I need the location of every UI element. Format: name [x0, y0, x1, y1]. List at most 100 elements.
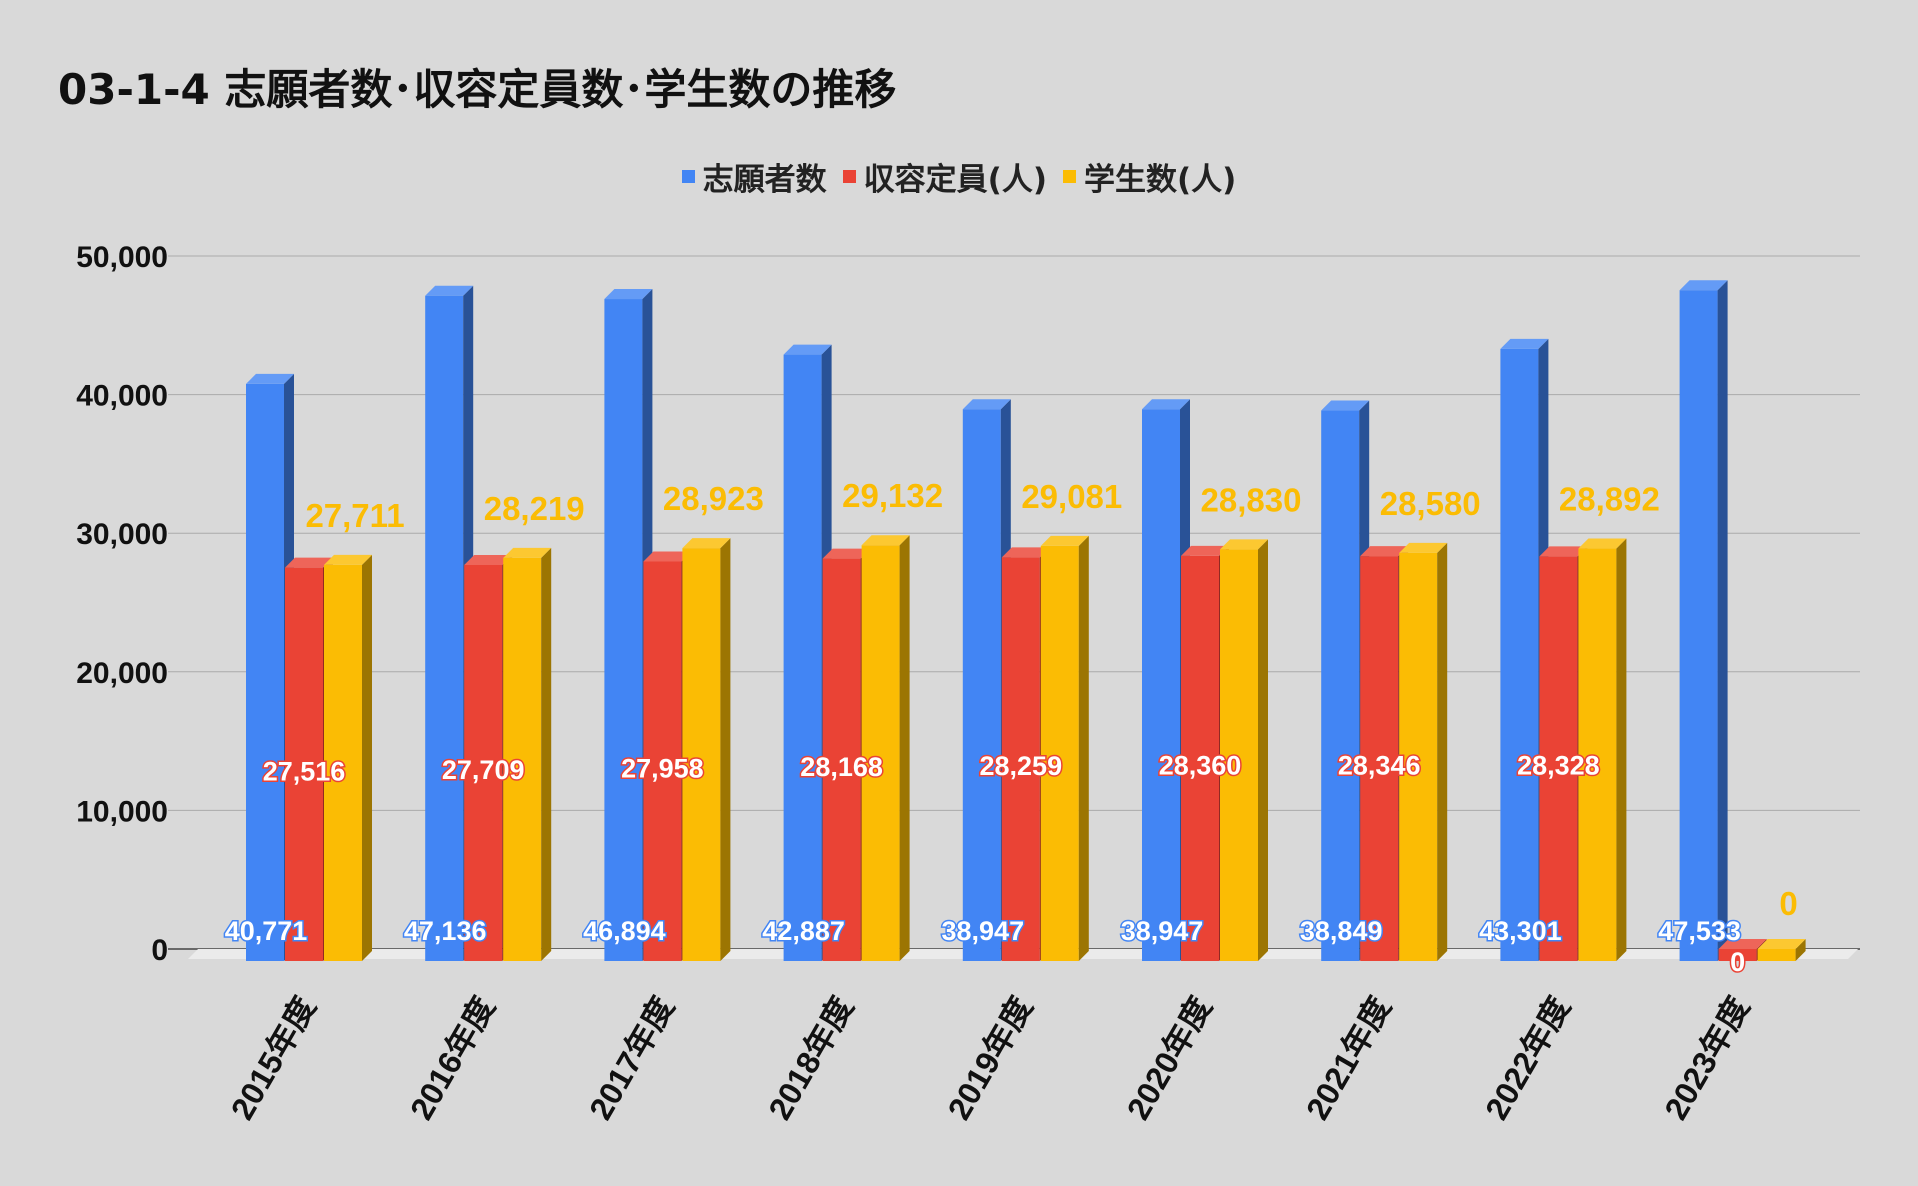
- bar-top: [1718, 939, 1767, 949]
- legend-item-students: 学生数(人): [1063, 154, 1236, 199]
- x-tick-label: 2023年度: [1657, 991, 1756, 1126]
- data-label: 40,771: [225, 916, 308, 946]
- legend: 志願者数 収容定員(人) 学生数(人): [0, 154, 1918, 199]
- bar-side: [541, 547, 552, 961]
- data-label: 28,219: [484, 490, 585, 527]
- bar-top: [643, 551, 692, 562]
- bar: [643, 561, 682, 961]
- bar-top: [1142, 399, 1190, 410]
- legend-swatch-students: [1063, 170, 1076, 183]
- bar-top: [861, 535, 910, 546]
- bar-top: [285, 557, 333, 568]
- data-label: 27,709: [442, 755, 525, 785]
- bar: [1539, 556, 1578, 961]
- bar-top: [464, 554, 513, 565]
- data-label: 28,923: [663, 480, 764, 517]
- data-label: 28,328: [1517, 751, 1600, 781]
- legend-item-applicants: 志願者数: [681, 154, 827, 199]
- data-label: 43,301: [1479, 916, 1562, 946]
- data-label: 28,360: [1159, 750, 1242, 780]
- bar: [1142, 409, 1180, 961]
- bar: [1679, 290, 1718, 961]
- bar-top: [1500, 338, 1549, 349]
- bar-top: [1181, 545, 1229, 556]
- bar: [1399, 552, 1438, 961]
- bar-side: [1795, 939, 1806, 961]
- data-label: 28,168: [800, 752, 883, 782]
- bar-top: [1399, 542, 1448, 553]
- y-tick-label: 30,000: [76, 518, 168, 551]
- x-tick-label: 2019年度: [941, 991, 1040, 1126]
- bar-top: [604, 289, 653, 300]
- bar: [1321, 410, 1360, 961]
- bar-top: [1040, 535, 1089, 546]
- data-label: 28,830: [1201, 481, 1302, 518]
- y-tick-label: 10,000: [76, 795, 168, 828]
- bar: [861, 545, 900, 961]
- bar: [783, 354, 822, 961]
- bar: [1718, 949, 1757, 961]
- bar-top: [822, 548, 871, 559]
- bar-top: [324, 554, 372, 565]
- bar: [682, 548, 721, 961]
- bar: [285, 567, 323, 961]
- bar-side: [720, 538, 731, 961]
- data-label: 27,516: [263, 756, 346, 786]
- bar-top: [1220, 539, 1268, 550]
- bar: [503, 557, 542, 961]
- bar-top: [425, 285, 474, 296]
- bar-side: [1437, 542, 1448, 961]
- data-label: 46,894: [583, 916, 666, 946]
- bar: [1220, 549, 1258, 961]
- data-label: 29,081: [1021, 478, 1122, 515]
- bar-top: [962, 399, 1011, 410]
- bar-side: [899, 535, 910, 961]
- legend-label-students: 学生数(人): [1084, 162, 1237, 198]
- bar-top: [783, 344, 832, 355]
- bar: [1757, 949, 1796, 961]
- legend-item-capacity: 収容定員(人): [842, 154, 1047, 199]
- bar-top: [1679, 280, 1728, 291]
- bar-top: [246, 373, 294, 384]
- data-label: 38,849: [1300, 916, 1383, 946]
- bar-side: [1258, 539, 1268, 961]
- bar-side: [1616, 538, 1627, 961]
- bar-top: [682, 538, 731, 549]
- data-label: 28,259: [980, 751, 1063, 781]
- data-label: 0: [1779, 885, 1797, 922]
- data-label: 42,887: [762, 916, 845, 946]
- y-tick-label: 50,000: [76, 241, 168, 274]
- bar: [1001, 557, 1040, 961]
- bar-top: [1539, 546, 1588, 557]
- data-label: 0: [1730, 947, 1745, 977]
- bar: [1181, 555, 1219, 961]
- data-label: 38,947: [1121, 916, 1204, 946]
- x-tick-label: 2021年度: [1299, 991, 1398, 1126]
- data-label: 27,958: [621, 753, 704, 783]
- bar: [1578, 548, 1617, 961]
- y-tick-label: 0: [151, 934, 168, 967]
- chart-title: 03-1-4 志願者数･収容定員数･学生数の推移: [58, 65, 897, 114]
- bar-top: [1578, 538, 1627, 549]
- bar: [464, 564, 503, 961]
- bar: [246, 383, 284, 961]
- bar: [324, 564, 362, 961]
- data-label: 28,346: [1338, 751, 1421, 781]
- bar-top: [503, 547, 552, 558]
- data-label: 47,533: [1658, 916, 1741, 946]
- y-tick-label: 40,000: [76, 380, 168, 413]
- legend-label-applicants: 志願者数: [702, 162, 827, 198]
- bar-top: [1360, 546, 1409, 557]
- bar: [962, 409, 1001, 961]
- bar-side: [362, 554, 372, 961]
- data-label: 28,892: [1559, 481, 1660, 518]
- x-tick-label: 2016年度: [403, 991, 502, 1126]
- x-tick-label: 2017年度: [582, 991, 681, 1126]
- data-label: 29,132: [842, 477, 943, 514]
- x-tick-label: 2022年度: [1478, 991, 1577, 1126]
- bar: [1500, 348, 1539, 961]
- data-label: 47,136: [404, 916, 487, 946]
- bar-top: [1321, 400, 1370, 411]
